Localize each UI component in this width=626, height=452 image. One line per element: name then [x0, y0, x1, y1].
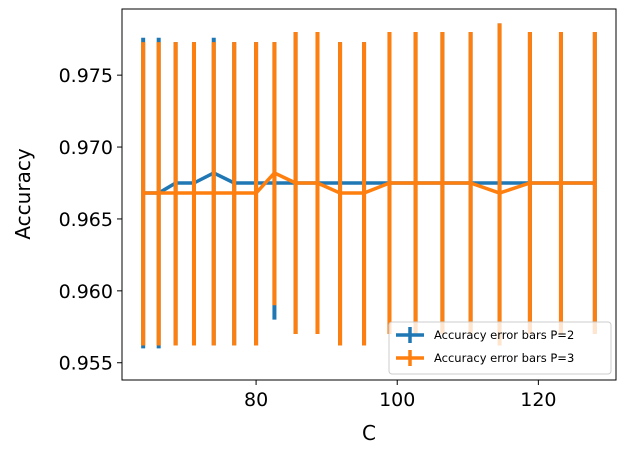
x-tick-label: 100	[379, 389, 415, 411]
x-tick-label: 80	[244, 389, 268, 411]
legend-label-p3: Accuracy error bars P=3	[434, 351, 574, 365]
series-p3	[141, 23, 597, 346]
x-axis: 80 100 120	[244, 380, 557, 411]
legend-label-p2: Accuracy error bars P=2	[434, 328, 574, 342]
y-tick-label: 0.975	[59, 65, 113, 87]
legend-box	[388, 321, 612, 375]
y-tick-label: 0.955	[59, 353, 113, 375]
legend-entry-p2: Accuracy error bars P=2	[396, 327, 574, 343]
y-axis-label: Accuracy	[11, 148, 35, 239]
axes-frame	[121, 8, 617, 381]
series-line	[143, 171, 595, 195]
x-tick-label: 120	[520, 389, 556, 411]
series-line	[143, 171, 595, 195]
y-tick-label: 0.965	[59, 209, 113, 231]
y-axis: 0.955 0.960 0.965 0.970 0.975	[59, 65, 122, 375]
legend-entry-p3: Accuracy error bars P=3	[396, 350, 574, 366]
legend: Accuracy error bars P=2 Accuracy error b…	[388, 321, 612, 375]
plot-area	[141, 23, 597, 349]
y-tick-label: 0.960	[59, 281, 113, 303]
x-axis-label: C	[362, 421, 376, 445]
y-tick-label: 0.970	[59, 137, 113, 159]
